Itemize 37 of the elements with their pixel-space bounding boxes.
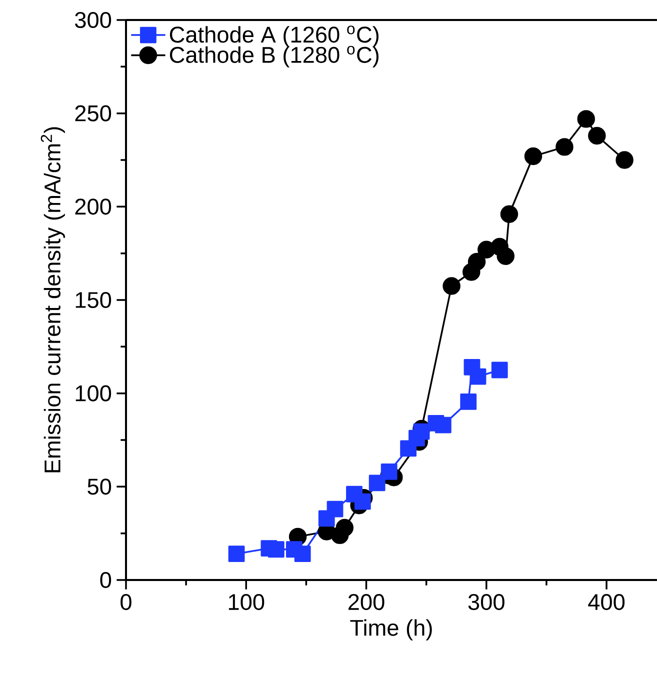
y-tick-label: 50	[88, 478, 112, 495]
point	[228, 546, 245, 562]
point	[470, 368, 486, 385]
x-axis-title: Time (h)	[350, 619, 432, 640]
point	[500, 205, 518, 224]
point	[524, 147, 542, 166]
y-tick-label: 0	[100, 572, 112, 588]
point	[442, 277, 460, 295]
y-tick-label: 250	[75, 105, 112, 122]
y-tick-label: 200	[75, 198, 112, 215]
x-tick-label: 300	[468, 594, 504, 610]
point	[588, 126, 606, 145]
point	[380, 464, 398, 480]
x-tick-label: 400	[588, 594, 625, 610]
point	[413, 423, 430, 440]
y-tick-label: 150	[76, 292, 112, 308]
point	[460, 394, 477, 410]
point	[368, 474, 386, 492]
point	[326, 500, 344, 518]
y-tick-label: 300	[74, 12, 112, 28]
x-tick-label: 0	[120, 594, 132, 610]
point	[491, 362, 508, 378]
point	[336, 518, 354, 537]
point	[434, 416, 452, 434]
point	[468, 252, 486, 271]
y-axis-title: Emission current density (mA/cm$^{2}$)	[40, 127, 65, 472]
legend-label: Cathode B (1280 $^{o}$C)	[170, 46, 378, 68]
x-tick-label: 100	[228, 594, 264, 610]
y-tick-label: 100	[76, 385, 112, 402]
point	[294, 546, 311, 562]
point	[616, 151, 634, 169]
point	[268, 541, 284, 558]
x-tick-label: 200	[348, 594, 384, 610]
point	[354, 493, 371, 510]
point	[496, 247, 514, 266]
point	[577, 110, 595, 128]
point	[556, 138, 574, 156]
